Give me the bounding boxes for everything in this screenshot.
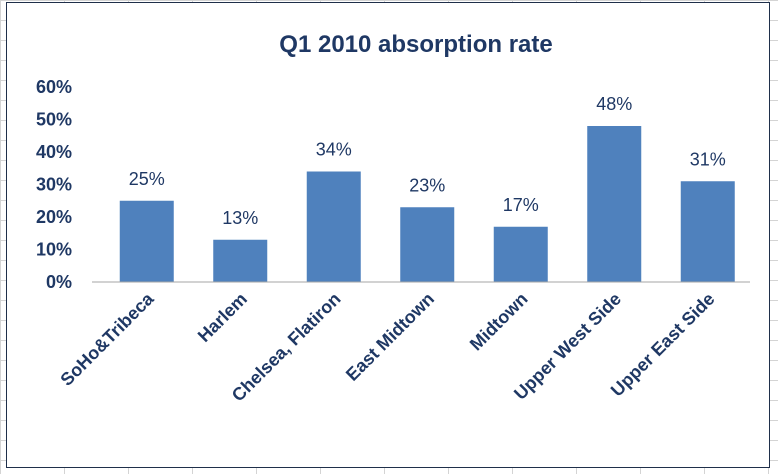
data-label: 31% bbox=[690, 149, 726, 169]
y-tick-label: 30% bbox=[36, 175, 72, 195]
y-tick-label: 20% bbox=[36, 207, 72, 227]
x-tick-label: Upper East Side bbox=[607, 289, 719, 401]
bar[interactable] bbox=[493, 226, 548, 282]
chart-title: Q1 2010 absorption rate bbox=[279, 31, 552, 58]
y-tick-label: 60% bbox=[36, 77, 72, 97]
data-label: 48% bbox=[596, 94, 632, 114]
bar[interactable] bbox=[680, 181, 735, 282]
y-tick-label: 10% bbox=[36, 240, 72, 260]
data-label: 34% bbox=[316, 140, 352, 160]
x-tick-label: SoHo&Tribeca bbox=[56, 288, 158, 390]
y-tick-label: 50% bbox=[36, 110, 72, 130]
y-axis: 0% 10% 20% 30% 40% 50% 60% bbox=[36, 77, 72, 292]
data-label: 13% bbox=[222, 208, 258, 228]
data-label: 17% bbox=[503, 195, 539, 215]
bar[interactable] bbox=[119, 200, 174, 282]
x-tick-label: Midtown bbox=[466, 289, 532, 355]
x-tick-label: East Midtown bbox=[342, 289, 438, 385]
bar[interactable] bbox=[400, 207, 455, 282]
bar[interactable] bbox=[213, 239, 268, 282]
y-tick-label: 40% bbox=[36, 142, 72, 162]
data-label: 25% bbox=[129, 169, 165, 189]
y-tick-label: 0% bbox=[46, 272, 72, 292]
bar[interactable] bbox=[587, 126, 642, 282]
bar[interactable] bbox=[306, 171, 361, 283]
x-tick-label: Harlem bbox=[194, 289, 251, 346]
bars-group: 25% 13% 34% 23% 17% 48% 31% bbox=[119, 94, 735, 283]
data-label: 23% bbox=[409, 175, 445, 195]
